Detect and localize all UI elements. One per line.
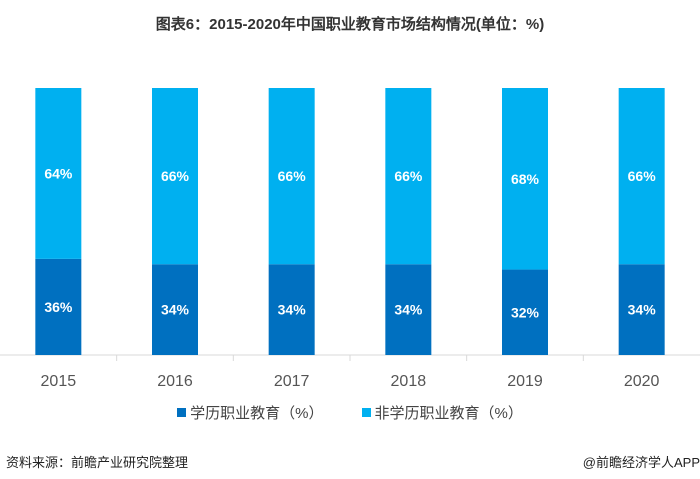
credit: @前瞻经济学人APP — [582, 455, 700, 470]
bar-segment — [618, 264, 665, 355]
legend: 学历职业教育（%） 非学历职业教育（%） — [0, 402, 700, 423]
bar-segment — [385, 264, 432, 355]
x-tick-label: 2016 — [157, 373, 193, 390]
data-label: 34% — [161, 302, 190, 318]
bar-segment — [385, 88, 432, 265]
legend-swatch — [177, 408, 187, 417]
source-note: 资料来源：前瞻产业研究院整理 — [6, 455, 189, 470]
bar-segment — [618, 88, 665, 265]
data-label: 66% — [278, 168, 307, 184]
bar-segment — [268, 264, 315, 355]
legend-item-academic: 学历职业教育（%） — [177, 402, 324, 423]
legend-label: 非学历职业教育（%） — [374, 405, 523, 422]
x-tick-label: 2020 — [624, 373, 660, 390]
data-label: 66% — [394, 168, 423, 184]
chart-title: 图表6：2015-2020年中国职业教育市场结构情况(单位：%) — [155, 16, 545, 33]
data-label: 34% — [394, 302, 423, 318]
data-label: 36% — [44, 299, 73, 315]
legend-swatch — [361, 408, 371, 417]
bar-segment — [502, 88, 548, 270]
x-tick-label: 2017 — [274, 373, 310, 390]
data-label: 34% — [628, 302, 657, 318]
x-tick-label: 2015 — [41, 373, 77, 390]
legend-label: 学历职业教育（%） — [190, 405, 324, 422]
bar-segment — [502, 269, 548, 355]
legend-item-non-academic: 非学历职业教育（%） — [361, 402, 523, 423]
data-label: 66% — [161, 168, 190, 184]
data-label: 68% — [511, 171, 540, 187]
data-label: 32% — [511, 304, 540, 320]
bar-segment — [35, 258, 82, 355]
x-tick-label: 2018 — [391, 373, 427, 390]
data-label: 34% — [278, 302, 307, 318]
x-tick-label: 2019 — [507, 373, 543, 390]
bar-segment — [152, 264, 198, 355]
data-label: 66% — [628, 168, 657, 184]
bar-segment — [268, 88, 315, 265]
stacked-bar-chart: 36% 64% 2015 34% 66% 2016 34% 66% 2017 34% 66% 2018… — [0, 88, 700, 390]
bar-segment — [35, 88, 82, 259]
bar-segment — [152, 88, 198, 265]
data-label: 64% — [44, 165, 73, 181]
